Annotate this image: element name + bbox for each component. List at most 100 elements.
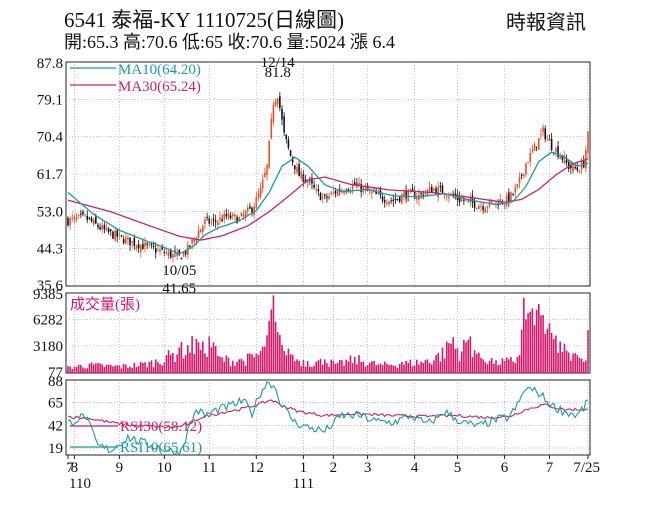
ma10-legend-label: MA10(64.20) bbox=[118, 62, 201, 78]
volume-bar bbox=[283, 351, 285, 373]
volume-frame bbox=[65, 292, 591, 374]
candle-body bbox=[525, 163, 527, 175]
rsi-ytick-label: 88 bbox=[48, 374, 63, 390]
candle-body bbox=[221, 219, 223, 222]
candle-body bbox=[531, 150, 534, 152]
candle-body bbox=[576, 167, 579, 171]
volume-bar bbox=[311, 367, 313, 373]
candle-body bbox=[518, 176, 521, 183]
candle-body bbox=[563, 156, 566, 163]
volume-bar bbox=[364, 366, 367, 373]
volume-bar bbox=[144, 362, 146, 373]
volume-bar bbox=[356, 364, 358, 373]
candle-body bbox=[358, 182, 360, 187]
candle-body bbox=[199, 229, 202, 233]
volume-bar bbox=[349, 355, 352, 373]
price-panel: 87.8 79.1 70.4 61.7 53.0 44.3 35.6 MA10(64.20)M… bbox=[37, 55, 591, 297]
candle-body bbox=[142, 243, 144, 250]
candle-body bbox=[274, 101, 277, 106]
price-ytick-label: 44.3 bbox=[37, 242, 63, 258]
candle-body bbox=[105, 227, 108, 230]
candle-body bbox=[377, 192, 380, 194]
volume-bar bbox=[585, 360, 587, 373]
volume-bar bbox=[514, 363, 517, 373]
candle-body bbox=[137, 244, 140, 249]
volume-bar bbox=[411, 366, 414, 373]
volume-bar bbox=[469, 336, 472, 373]
volume-bar bbox=[578, 357, 581, 373]
volume-bar bbox=[572, 353, 574, 373]
volume-bar bbox=[302, 360, 305, 373]
volume-bar bbox=[304, 366, 307, 373]
candle-body bbox=[437, 187, 440, 198]
volume-bar bbox=[152, 367, 155, 373]
volume-bar bbox=[546, 328, 549, 373]
volume-bar bbox=[465, 342, 467, 373]
volume-bar bbox=[377, 364, 380, 373]
candle-body bbox=[555, 148, 557, 152]
volume-bar bbox=[67, 366, 69, 373]
volume-bar bbox=[379, 363, 382, 373]
candle-body bbox=[475, 207, 478, 209]
volume-bar bbox=[512, 361, 514, 373]
volume-bar bbox=[381, 365, 384, 373]
candle-body bbox=[366, 184, 369, 191]
volume-bar bbox=[482, 359, 484, 373]
candle-body bbox=[300, 171, 303, 179]
candle-body bbox=[572, 164, 574, 172]
volume-bar bbox=[306, 361, 309, 373]
candle-body bbox=[302, 174, 305, 183]
candle-body bbox=[390, 200, 392, 202]
volume-bar bbox=[426, 359, 429, 373]
volume-bar bbox=[274, 321, 277, 373]
volume-bar bbox=[227, 357, 230, 373]
candle-body bbox=[242, 214, 245, 217]
candle-body bbox=[471, 195, 474, 203]
volume-bar bbox=[154, 359, 157, 373]
candle-body bbox=[523, 173, 525, 176]
volume-bar bbox=[92, 364, 95, 373]
volume-bar bbox=[422, 362, 425, 373]
candle-body bbox=[529, 152, 532, 162]
volume-bar bbox=[276, 332, 279, 373]
volume-bar bbox=[332, 360, 335, 373]
x-tick-label: 11 bbox=[202, 460, 216, 476]
candle-body bbox=[407, 189, 410, 202]
volume-bar bbox=[272, 295, 275, 373]
candle-body bbox=[383, 200, 386, 203]
candle-body bbox=[311, 177, 313, 184]
candle-body bbox=[356, 183, 358, 186]
ma30-legend-label: MA30(65.24) bbox=[118, 79, 201, 95]
price-ytick-label: 79.1 bbox=[37, 92, 63, 108]
volume-bar bbox=[582, 361, 585, 373]
candle-body bbox=[264, 172, 266, 177]
volume-bar bbox=[257, 354, 260, 373]
candle-body bbox=[122, 239, 125, 244]
volume-bar bbox=[187, 345, 189, 373]
candle-body bbox=[398, 196, 401, 202]
volume-bar bbox=[401, 361, 403, 373]
volume-bar bbox=[439, 361, 442, 373]
volume-bar bbox=[486, 364, 489, 373]
volume-bar bbox=[390, 364, 392, 373]
candle-body bbox=[223, 213, 226, 220]
volume-bar bbox=[313, 365, 315, 373]
volume-bar bbox=[309, 366, 311, 373]
candle-body bbox=[319, 193, 322, 201]
volume-bar bbox=[407, 362, 410, 373]
candle-body bbox=[82, 211, 84, 215]
x-year-label: 110 bbox=[69, 476, 91, 492]
volume-bar bbox=[178, 347, 181, 373]
rsi30-legend-label: RSI30(58.12) bbox=[120, 419, 202, 435]
price-ytick-label: 53.0 bbox=[37, 204, 63, 220]
candle-body bbox=[272, 104, 275, 123]
candle-body bbox=[236, 217, 238, 224]
volume-bar bbox=[244, 365, 247, 373]
volume-bar bbox=[525, 319, 527, 373]
candle-body bbox=[281, 108, 283, 120]
volume-bar bbox=[555, 335, 557, 373]
volume-bar bbox=[394, 365, 397, 373]
candle-body bbox=[101, 225, 104, 230]
ma10-line bbox=[67, 151, 589, 255]
